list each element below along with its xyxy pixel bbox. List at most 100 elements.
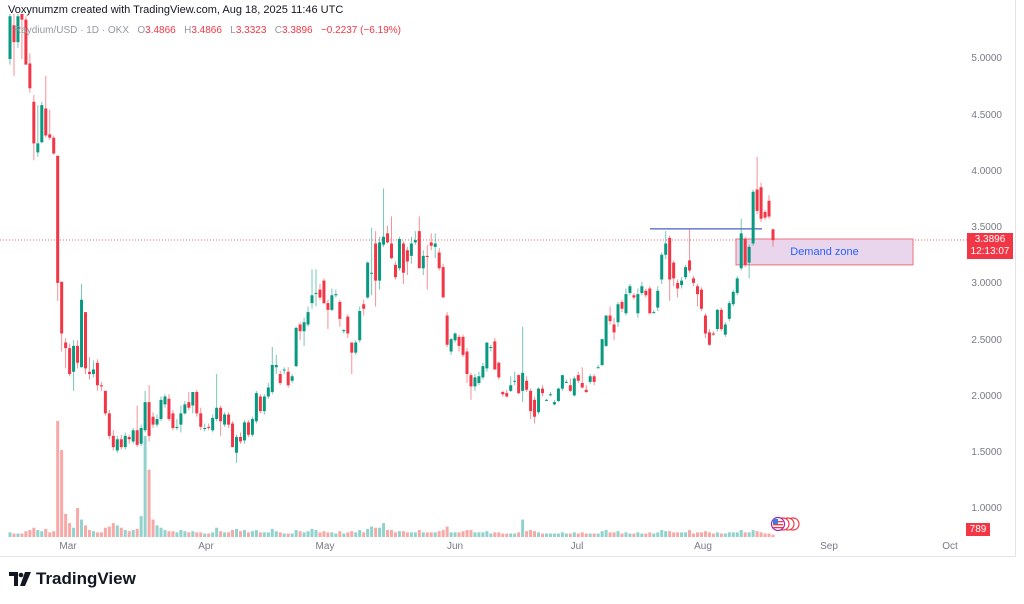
candle-body — [711, 333, 715, 335]
volume-bar — [684, 532, 688, 537]
candle — [242, 420, 246, 444]
candle — [644, 288, 648, 298]
candle — [179, 405, 183, 433]
candle-body — [350, 342, 354, 353]
candle — [688, 228, 692, 273]
volume-bar — [711, 533, 715, 537]
volume-bar — [743, 532, 747, 537]
volume-bar — [533, 531, 537, 537]
candle — [405, 246, 409, 275]
volume-bar — [250, 531, 254, 537]
candle-body — [433, 243, 437, 247]
candle-body — [223, 414, 227, 425]
volume-bar — [258, 532, 262, 537]
candle-body — [743, 239, 747, 265]
volume-bar — [139, 516, 143, 537]
price-tick: 5.0000 — [971, 53, 1002, 64]
candle-body — [660, 254, 664, 280]
volume-bar — [703, 531, 707, 537]
volume-bar — [735, 532, 739, 537]
volume-bar — [672, 532, 676, 537]
candle — [755, 156, 759, 215]
candle-body — [318, 289, 322, 298]
candle-body — [258, 396, 262, 412]
candle-body — [517, 375, 521, 394]
candle-body — [56, 155, 60, 283]
us-flag-event-icon[interactable] — [770, 516, 800, 532]
candle-body — [600, 339, 604, 365]
month-tick: Oct — [942, 541, 958, 552]
candle — [664, 231, 668, 260]
candle-body — [195, 392, 199, 414]
candle-body — [723, 324, 727, 335]
volume-bar — [393, 532, 397, 537]
candle-body — [246, 422, 250, 435]
volume-bar — [294, 530, 298, 537]
volume-bar — [95, 532, 99, 537]
candle-body — [421, 255, 425, 269]
change-value: −0.2237 (−6.19%) — [320, 25, 401, 36]
candle-body — [84, 312, 88, 369]
candle-body — [107, 413, 111, 436]
volume-bar — [366, 528, 370, 537]
volume-bar — [421, 532, 425, 537]
candle — [350, 342, 354, 374]
candle-body — [203, 428, 207, 429]
candle — [282, 367, 286, 374]
volume-bar — [12, 533, 16, 537]
volume-bar — [767, 533, 771, 537]
volume-bar — [739, 530, 743, 537]
candle-body — [199, 413, 203, 427]
candle — [12, 14, 16, 76]
volume-bar — [8, 532, 12, 537]
month-tick: Aug — [694, 541, 712, 552]
volume-bar — [378, 527, 382, 537]
demand-zone-rect[interactable] — [735, 238, 914, 266]
candle-body — [771, 229, 775, 241]
volume-bar — [624, 532, 628, 537]
candle-body — [219, 407, 223, 422]
candle — [425, 244, 429, 290]
volume-bar — [612, 532, 616, 537]
volume-bar — [719, 533, 723, 537]
candle-body — [191, 392, 195, 406]
candle — [747, 244, 751, 279]
candle — [20, 14, 24, 59]
volume-bar — [242, 530, 246, 537]
candle-body — [751, 191, 755, 244]
candle-body — [707, 332, 711, 345]
symbol-name[interactable]: Raydium/USD · 1D · OKX — [14, 25, 130, 36]
candle-body — [676, 282, 680, 289]
tradingview-logo[interactable]: TradingView — [9, 569, 136, 589]
volume-bar — [493, 532, 497, 537]
candle — [163, 394, 167, 408]
candle-body — [286, 371, 290, 386]
candle — [604, 315, 608, 347]
price-axis-border — [1015, 0, 1016, 556]
candle — [636, 288, 640, 318]
symbol-legend: Raydium/USD · 1D · OKX O3.4866 H3.4866 L… — [14, 25, 401, 36]
close-label: C — [274, 25, 282, 36]
candle — [449, 338, 453, 355]
candle-body — [262, 396, 266, 412]
candle — [354, 340, 358, 355]
volume-bar — [290, 533, 294, 537]
candle-body — [397, 239, 401, 269]
candle — [231, 421, 235, 448]
candle-body — [541, 388, 545, 394]
month-tick: Jun — [446, 541, 464, 552]
candle — [366, 261, 370, 299]
candle-body — [481, 366, 485, 378]
volume-bar — [525, 531, 529, 537]
volume-bar — [521, 519, 525, 537]
candle — [362, 299, 366, 316]
candle-body — [235, 437, 239, 453]
candle-body — [612, 324, 616, 333]
candle-body — [20, 14, 24, 20]
volume-bar — [636, 532, 640, 537]
volume-bar — [334, 533, 338, 537]
candle — [473, 374, 477, 391]
candle — [211, 414, 215, 433]
volume-bar — [537, 532, 541, 537]
